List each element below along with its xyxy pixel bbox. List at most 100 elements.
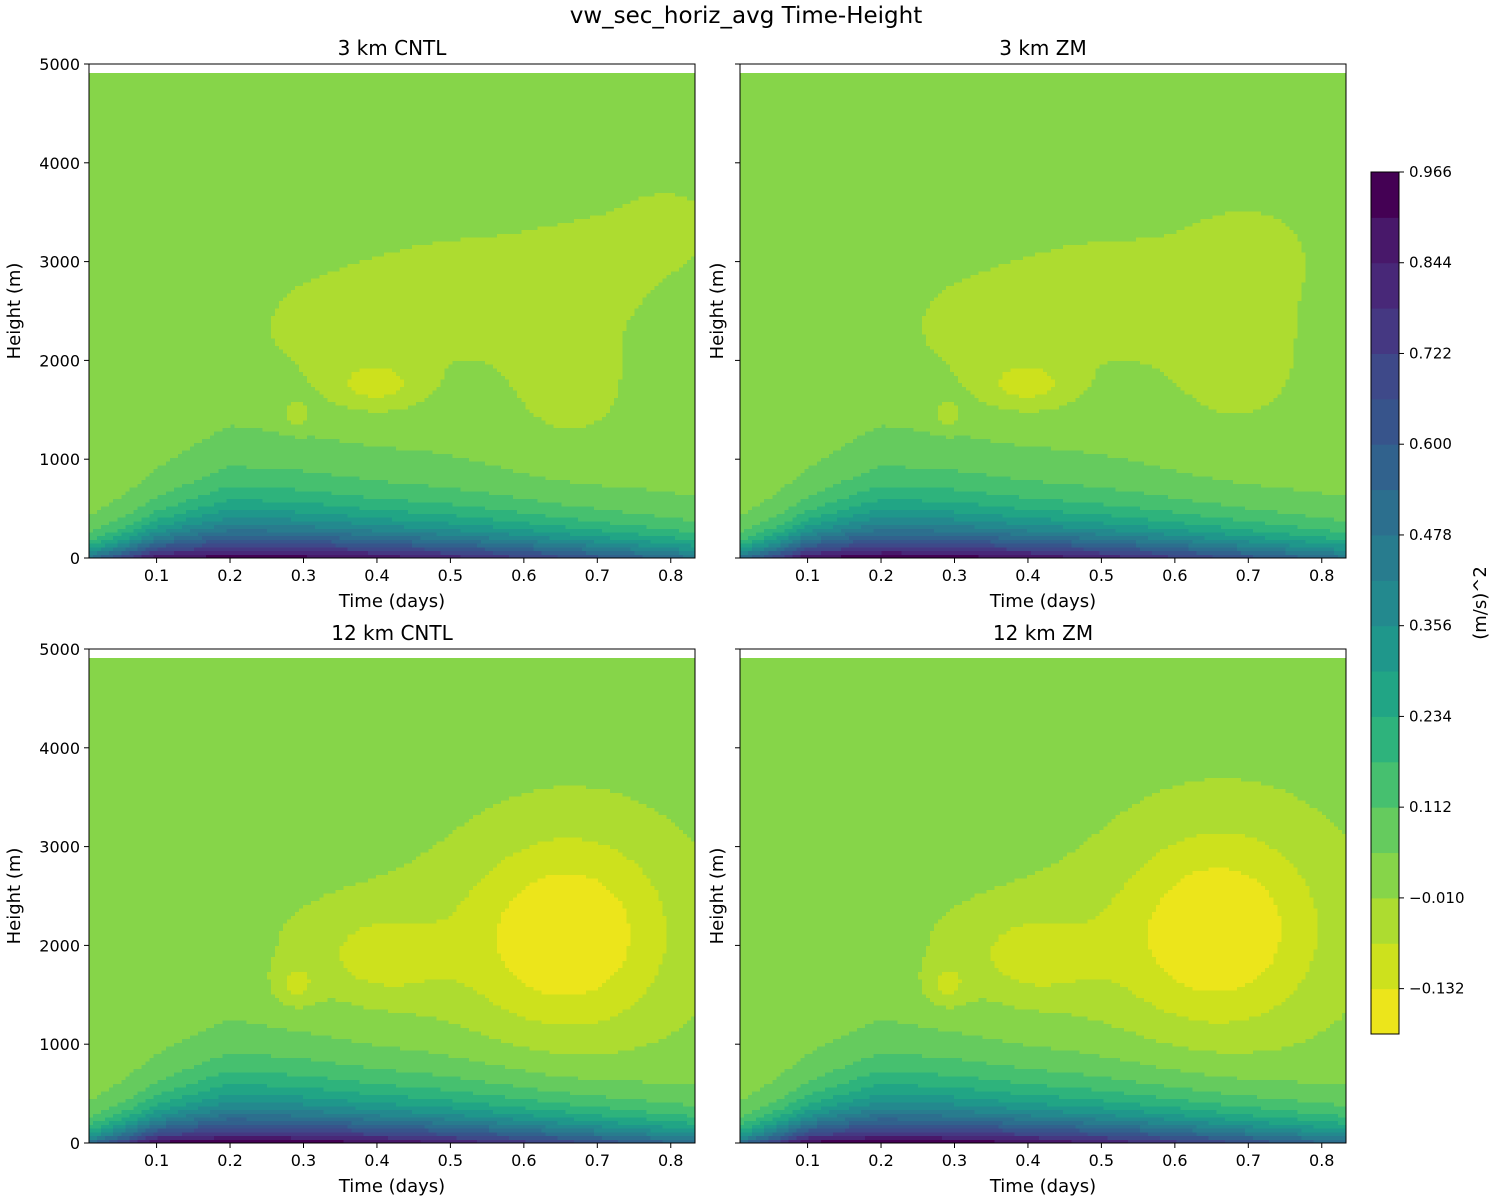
- contour-cell: [1245, 505, 1347, 511]
- contour-cell: [626, 956, 664, 961]
- contour-cell: [1317, 937, 1347, 943]
- contour-cell: [594, 539, 652, 544]
- contour-cell: [626, 911, 664, 916]
- contour-cell: [89, 229, 522, 234]
- contour-cell: [145, 1060, 203, 1066]
- contour-cell: [89, 345, 280, 350]
- contour-cell: [1139, 799, 1307, 805]
- contour-cell: [756, 531, 773, 537]
- contour-cell: [1043, 866, 1141, 872]
- contour-cell: [740, 844, 1080, 849]
- contour-cell: [1184, 874, 1250, 879]
- contour-cell: [89, 743, 696, 749]
- contour-cell: [157, 464, 227, 470]
- contour-cell: [740, 378, 959, 384]
- contour-cell: [881, 550, 903, 555]
- contour-cell: [740, 777, 1206, 782]
- contour-cell: [740, 792, 1153, 797]
- contour-cell: [89, 550, 98, 555]
- contour-cell: [89, 960, 272, 965]
- contour-cell: [185, 1101, 219, 1107]
- contour-cell: [424, 978, 458, 984]
- contour-cell: [1014, 1116, 1097, 1122]
- contour-cell: [379, 1113, 466, 1118]
- contour-cell: [780, 1135, 790, 1140]
- contour-cell: [1297, 326, 1347, 331]
- contour-cell: [347, 263, 684, 268]
- contour-cell: [1212, 475, 1347, 481]
- contour-cell: [456, 904, 510, 909]
- contour-cell: [351, 531, 438, 537]
- contour-cell: [339, 956, 502, 961]
- contour-cell: [1119, 1057, 1347, 1062]
- contour-cell: [740, 453, 830, 458]
- contour-cell: [740, 1068, 786, 1073]
- contour-cell: [202, 1060, 337, 1066]
- contour-cell: [756, 1116, 773, 1122]
- contour-cell: [1148, 859, 1291, 864]
- contour-cell: [113, 498, 151, 503]
- contour-cell: [760, 1105, 786, 1111]
- contour-cell: [226, 528, 268, 533]
- contour-cell: [468, 1057, 696, 1062]
- contour-cell: [1305, 881, 1347, 887]
- contour-cell: [444, 371, 502, 376]
- contour-cell: [740, 278, 963, 283]
- contour-cell: [740, 330, 923, 335]
- contour-cell: [1119, 889, 1169, 894]
- contour-cell: [89, 158, 696, 164]
- contour-cell: [1245, 833, 1347, 838]
- contour-cell: [820, 1105, 850, 1111]
- contour-cell: [832, 1131, 1016, 1137]
- contour-cell: [820, 539, 854, 544]
- contour-cell: [740, 1031, 850, 1036]
- contour-cell: [958, 375, 1004, 380]
- colorbar-band: [1371, 671, 1399, 717]
- contour-cell: [509, 967, 619, 972]
- contour-cell: [1018, 978, 1076, 984]
- contour-cell: [740, 896, 971, 902]
- contour-cell: [622, 792, 696, 797]
- contour-cell: [740, 1057, 802, 1062]
- contour-cell: [740, 259, 1012, 264]
- colorbar-band: [1371, 217, 1399, 264]
- contour-cell: [585, 990, 648, 995]
- axes-frame: [88, 63, 696, 559]
- contour-cell: [873, 427, 915, 432]
- contour-cell: [202, 513, 349, 518]
- contour-cell: [1135, 539, 1194, 544]
- contour-cell: [772, 554, 786, 559]
- contour-cell: [610, 788, 696, 793]
- contour-cell: [1333, 516, 1347, 522]
- contour-cell: [1257, 878, 1307, 883]
- contour-cell: [89, 975, 268, 980]
- contour-cell: [327, 1075, 462, 1081]
- contour-cell: [89, 915, 292, 920]
- contour-cell: [291, 990, 304, 995]
- contour-cell: [303, 281, 660, 287]
- contour-cell: [295, 434, 308, 440]
- contour-cell: [1095, 1116, 1165, 1122]
- contour-cell: [917, 1023, 1113, 1028]
- contour-cell: [1087, 386, 1181, 391]
- contour-cell: [129, 1135, 139, 1140]
- contour-cell: [654, 885, 696, 890]
- contour-cell: [299, 907, 458, 913]
- contour-cell: [958, 408, 1020, 414]
- contour-cell: [573, 1139, 619, 1144]
- contour-cell: [545, 1124, 603, 1129]
- contour-cell: [1293, 349, 1347, 354]
- contour-cell: [497, 863, 640, 868]
- contour-cell: [877, 498, 923, 503]
- contour-cell: [1305, 1038, 1347, 1043]
- contour-cell: [537, 225, 696, 231]
- contour-cell: [149, 1105, 171, 1111]
- contour-cell: [626, 915, 668, 920]
- contour-cell: [573, 218, 696, 223]
- contour-cell: [622, 963, 660, 969]
- contour-cell: [618, 1049, 696, 1055]
- x-tick-label: 0.5: [1089, 1151, 1114, 1170]
- contour-cell: [89, 1023, 215, 1028]
- contour-cell: [1220, 1090, 1347, 1096]
- contour-cell: [218, 1113, 292, 1118]
